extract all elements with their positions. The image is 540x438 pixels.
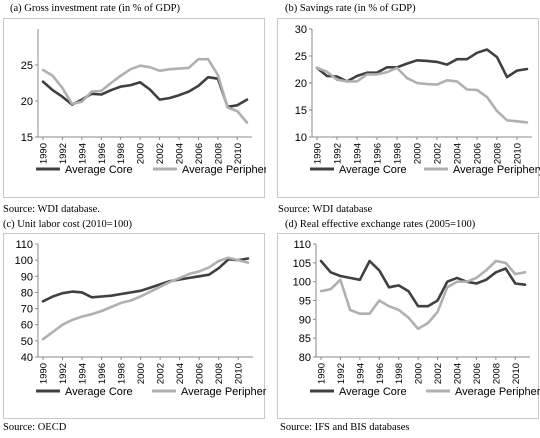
panel-a-source: Source: WDI database. <box>3 204 100 215</box>
y-tick-label: 110 <box>15 239 33 251</box>
series-line-core <box>315 48 529 83</box>
x-tick-label: 2000 <box>136 143 147 164</box>
chart-d: 80 85 90 95 100 105 110 1990 1992 1994 1996 1998 200… <box>293 239 540 398</box>
series-line-periphery <box>41 256 250 341</box>
series-line-core <box>41 257 250 303</box>
y-tick-label: 30 <box>295 24 307 36</box>
x-tick-label: 2002 <box>433 363 444 384</box>
x-tick-label: 2010 <box>234 363 245 384</box>
x-tick-label: 1992 <box>336 363 347 384</box>
x-tick-label: 2002 <box>156 363 167 384</box>
chart-c: 40 50 60 70 80 90 100 110 1990 1992 1994 1996 1998 20… <box>15 239 273 398</box>
x-tick-label: 1992 <box>58 363 69 384</box>
x-tick-label: 1990 <box>39 143 50 164</box>
legend-label: Average Core <box>339 164 407 176</box>
panel-b-source: Source: WDI database <box>278 204 373 215</box>
y-tick-label: 85 <box>299 333 311 345</box>
x-tick-label: 1998 <box>117 363 128 384</box>
x-tick-label: 1994 <box>78 363 89 384</box>
x-tick-label: 2004 <box>175 143 186 164</box>
legend-label: Average Periphery <box>182 164 266 176</box>
y-tick-label: 20 <box>295 78 307 90</box>
y-tick-label: 50 <box>21 336 33 348</box>
x-tick-label: 1994 <box>353 143 364 164</box>
legend-label: Average Core <box>339 386 407 398</box>
x-tick-label: 2002 <box>155 143 166 164</box>
x-tick-label: 1990 <box>313 143 324 164</box>
x-tick-label: 2006 <box>473 143 484 164</box>
y-tick-label: 100 <box>293 277 311 289</box>
y-tick-label: 80 <box>299 352 311 364</box>
legend-label: Average Periphery <box>181 386 266 398</box>
legend-label: Average Periphery <box>453 164 540 176</box>
x-tick-label: 1998 <box>116 143 127 164</box>
x-tick-label: 2008 <box>214 363 225 384</box>
x-tick-label: 2004 <box>453 363 464 384</box>
series-line-periphery <box>319 259 527 331</box>
x-tick-label: 1994 <box>77 143 88 164</box>
legend-label: Average Periphery <box>455 386 540 398</box>
panel-d: 80 85 90 95 100 105 110 1990 1992 1994 1996 1998 200… <box>277 233 540 419</box>
series-line-core <box>319 259 527 308</box>
series-line-periphery <box>315 66 529 124</box>
chart-a: 15 20 25 1990 1992 1994 1996 1998 2000 2002 2004 20… <box>21 29 273 176</box>
y-tick-label: 15 <box>21 132 33 144</box>
y-tick-label: 15 <box>295 105 307 117</box>
y-tick-label: 90 <box>21 271 33 283</box>
x-tick-label: 1996 <box>375 363 386 384</box>
y-tick-label: 60 <box>21 320 33 332</box>
x-tick-label: 2010 <box>233 143 244 164</box>
panel-c-source: Source: OECD <box>3 422 67 433</box>
y-tick-label: 105 <box>293 258 311 270</box>
y-tick-label: 80 <box>21 287 33 299</box>
x-tick-label: 2000 <box>136 363 147 384</box>
x-tick-label: 2008 <box>491 363 502 384</box>
x-tick-label: 1992 <box>333 143 344 164</box>
x-tick-label: 2000 <box>413 143 424 164</box>
chart-b: 10 15 20 25 30 1990 1992 1994 1996 1998 2000 2002 20… <box>295 24 540 176</box>
panel-a-title: (a) Gross investment rate (in % of GDP) <box>10 3 180 14</box>
panel-b: 10 15 20 25 30 1990 1992 1994 1996 1998 2000 2002 20… <box>277 18 540 198</box>
x-tick-label: 2006 <box>472 363 483 384</box>
x-tick-label: 2002 <box>433 143 444 164</box>
panel-a: 15 20 25 1990 1992 1994 1996 1998 2000 2002 2004 20… <box>3 18 273 198</box>
panel-d-title: (d) Real effective exchange rates (2005=… <box>285 219 476 230</box>
panel-b-title: (b) Savings rate (in % of GDP) <box>285 3 416 14</box>
y-tick-label: 95 <box>299 296 311 308</box>
x-tick-label: 2004 <box>175 363 186 384</box>
x-tick-label: 2008 <box>213 143 224 164</box>
y-tick-label: 20 <box>21 96 33 108</box>
y-tick-label: 100 <box>15 255 33 267</box>
panel-d-source: Source: IFS and BIS databases <box>280 422 410 433</box>
x-tick-label: 1990 <box>39 363 50 384</box>
y-tick-label: 40 <box>21 352 33 364</box>
x-tick-label: 1992 <box>58 143 69 164</box>
x-tick-label: 2004 <box>453 143 464 164</box>
x-tick-label: 2006 <box>194 143 205 164</box>
x-tick-label: 2000 <box>414 363 425 384</box>
x-tick-label: 2008 <box>493 143 504 164</box>
legend-label: Average Core <box>65 164 133 176</box>
y-tick-label: 110 <box>293 239 311 251</box>
panel-c-title: (c) Unit labor cost (2010=100) <box>3 219 132 230</box>
y-tick-label: 70 <box>21 304 33 316</box>
x-tick-label: 1998 <box>394 363 405 384</box>
x-tick-label: 1996 <box>97 363 108 384</box>
x-tick-label: 1990 <box>317 363 328 384</box>
legend-label: Average Core <box>65 386 133 398</box>
x-tick-label: 2010 <box>513 143 524 164</box>
x-tick-label: 1996 <box>97 143 108 164</box>
x-tick-label: 2006 <box>195 363 206 384</box>
y-tick-label: 25 <box>21 60 33 72</box>
x-tick-label: 2010 <box>511 363 522 384</box>
y-tick-label: 25 <box>295 51 307 63</box>
series-line-periphery <box>41 57 249 124</box>
panel-c: 40 50 60 70 80 90 100 110 1990 1992 1994 1996 1998 20… <box>3 233 273 419</box>
y-tick-label: 10 <box>295 132 307 144</box>
x-tick-label: 1994 <box>355 363 366 384</box>
x-tick-label: 1996 <box>373 143 384 164</box>
x-tick-label: 1998 <box>393 143 404 164</box>
y-tick-label: 90 <box>299 314 311 326</box>
